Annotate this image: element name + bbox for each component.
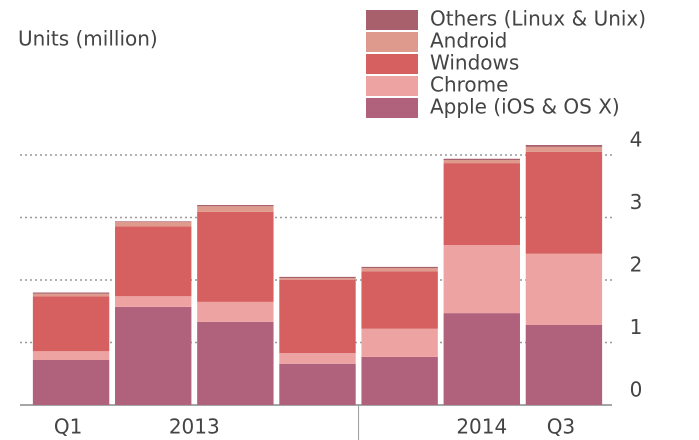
- y-tick-label: 1: [630, 315, 643, 339]
- bar-segment: [525, 146, 603, 152]
- bar-segment: [279, 276, 356, 279]
- bar-segment: [525, 145, 603, 147]
- legend-label: Others (Linux & Unix): [430, 7, 646, 31]
- legend-label: Chrome: [430, 73, 508, 97]
- legend-swatch: [366, 54, 418, 74]
- bar-segment: [197, 206, 274, 212]
- bar-segment: [115, 221, 192, 227]
- bar-segment: [115, 306, 192, 405]
- bar-segment: [443, 158, 520, 160]
- legend-label: Apple (iOS & OS X): [430, 95, 620, 119]
- group-label: 2014: [456, 415, 507, 439]
- bar-segment: [115, 296, 192, 307]
- bar-segment: [279, 278, 356, 280]
- bar-segment: [279, 353, 356, 364]
- bar-segment: [525, 151, 603, 254]
- bar-segment: [361, 268, 438, 272]
- group-label: 2013: [169, 415, 220, 439]
- legend-swatch: [366, 76, 418, 96]
- chart-subtitle: Units (million): [18, 27, 158, 51]
- y-tick-label: 2: [630, 253, 643, 277]
- bar-segment: [361, 328, 438, 357]
- bar-segment: [32, 293, 110, 297]
- bar-segment: [525, 325, 603, 405]
- bar-segment: [197, 205, 274, 207]
- bar-segment: [32, 351, 110, 360]
- bar-segment: [197, 321, 274, 405]
- legend-swatch: [366, 98, 418, 118]
- y-tick-label: 0: [630, 378, 643, 402]
- bar-segment: [443, 163, 520, 245]
- y-tick-label: 3: [630, 190, 643, 214]
- bar-segment: [32, 292, 110, 294]
- bar-segment: [32, 360, 110, 405]
- bar-segment: [361, 271, 438, 329]
- bar-segment: [115, 226, 192, 297]
- bar-segment: [279, 280, 356, 354]
- y-tick-label: 4: [630, 128, 643, 152]
- bar-segment: [115, 221, 192, 222]
- bar-segment: [279, 363, 356, 405]
- legend-swatch: [366, 32, 418, 52]
- x-tick-label: Q3: [547, 415, 575, 439]
- bar-segment: [197, 211, 274, 302]
- bar-segment: [443, 160, 520, 164]
- legend-swatch: [366, 10, 418, 30]
- bar-segment: [32, 296, 110, 352]
- bar-segment: [443, 313, 520, 405]
- bar-segment: [361, 266, 438, 269]
- bar-segment: [443, 245, 520, 314]
- x-tick-label: Q1: [54, 415, 82, 439]
- bar-segment: [525, 253, 603, 325]
- bar-segment: [361, 356, 438, 405]
- legend-label: Android: [430, 29, 507, 53]
- bar-segment: [197, 301, 274, 322]
- legend-label: Windows: [430, 51, 519, 75]
